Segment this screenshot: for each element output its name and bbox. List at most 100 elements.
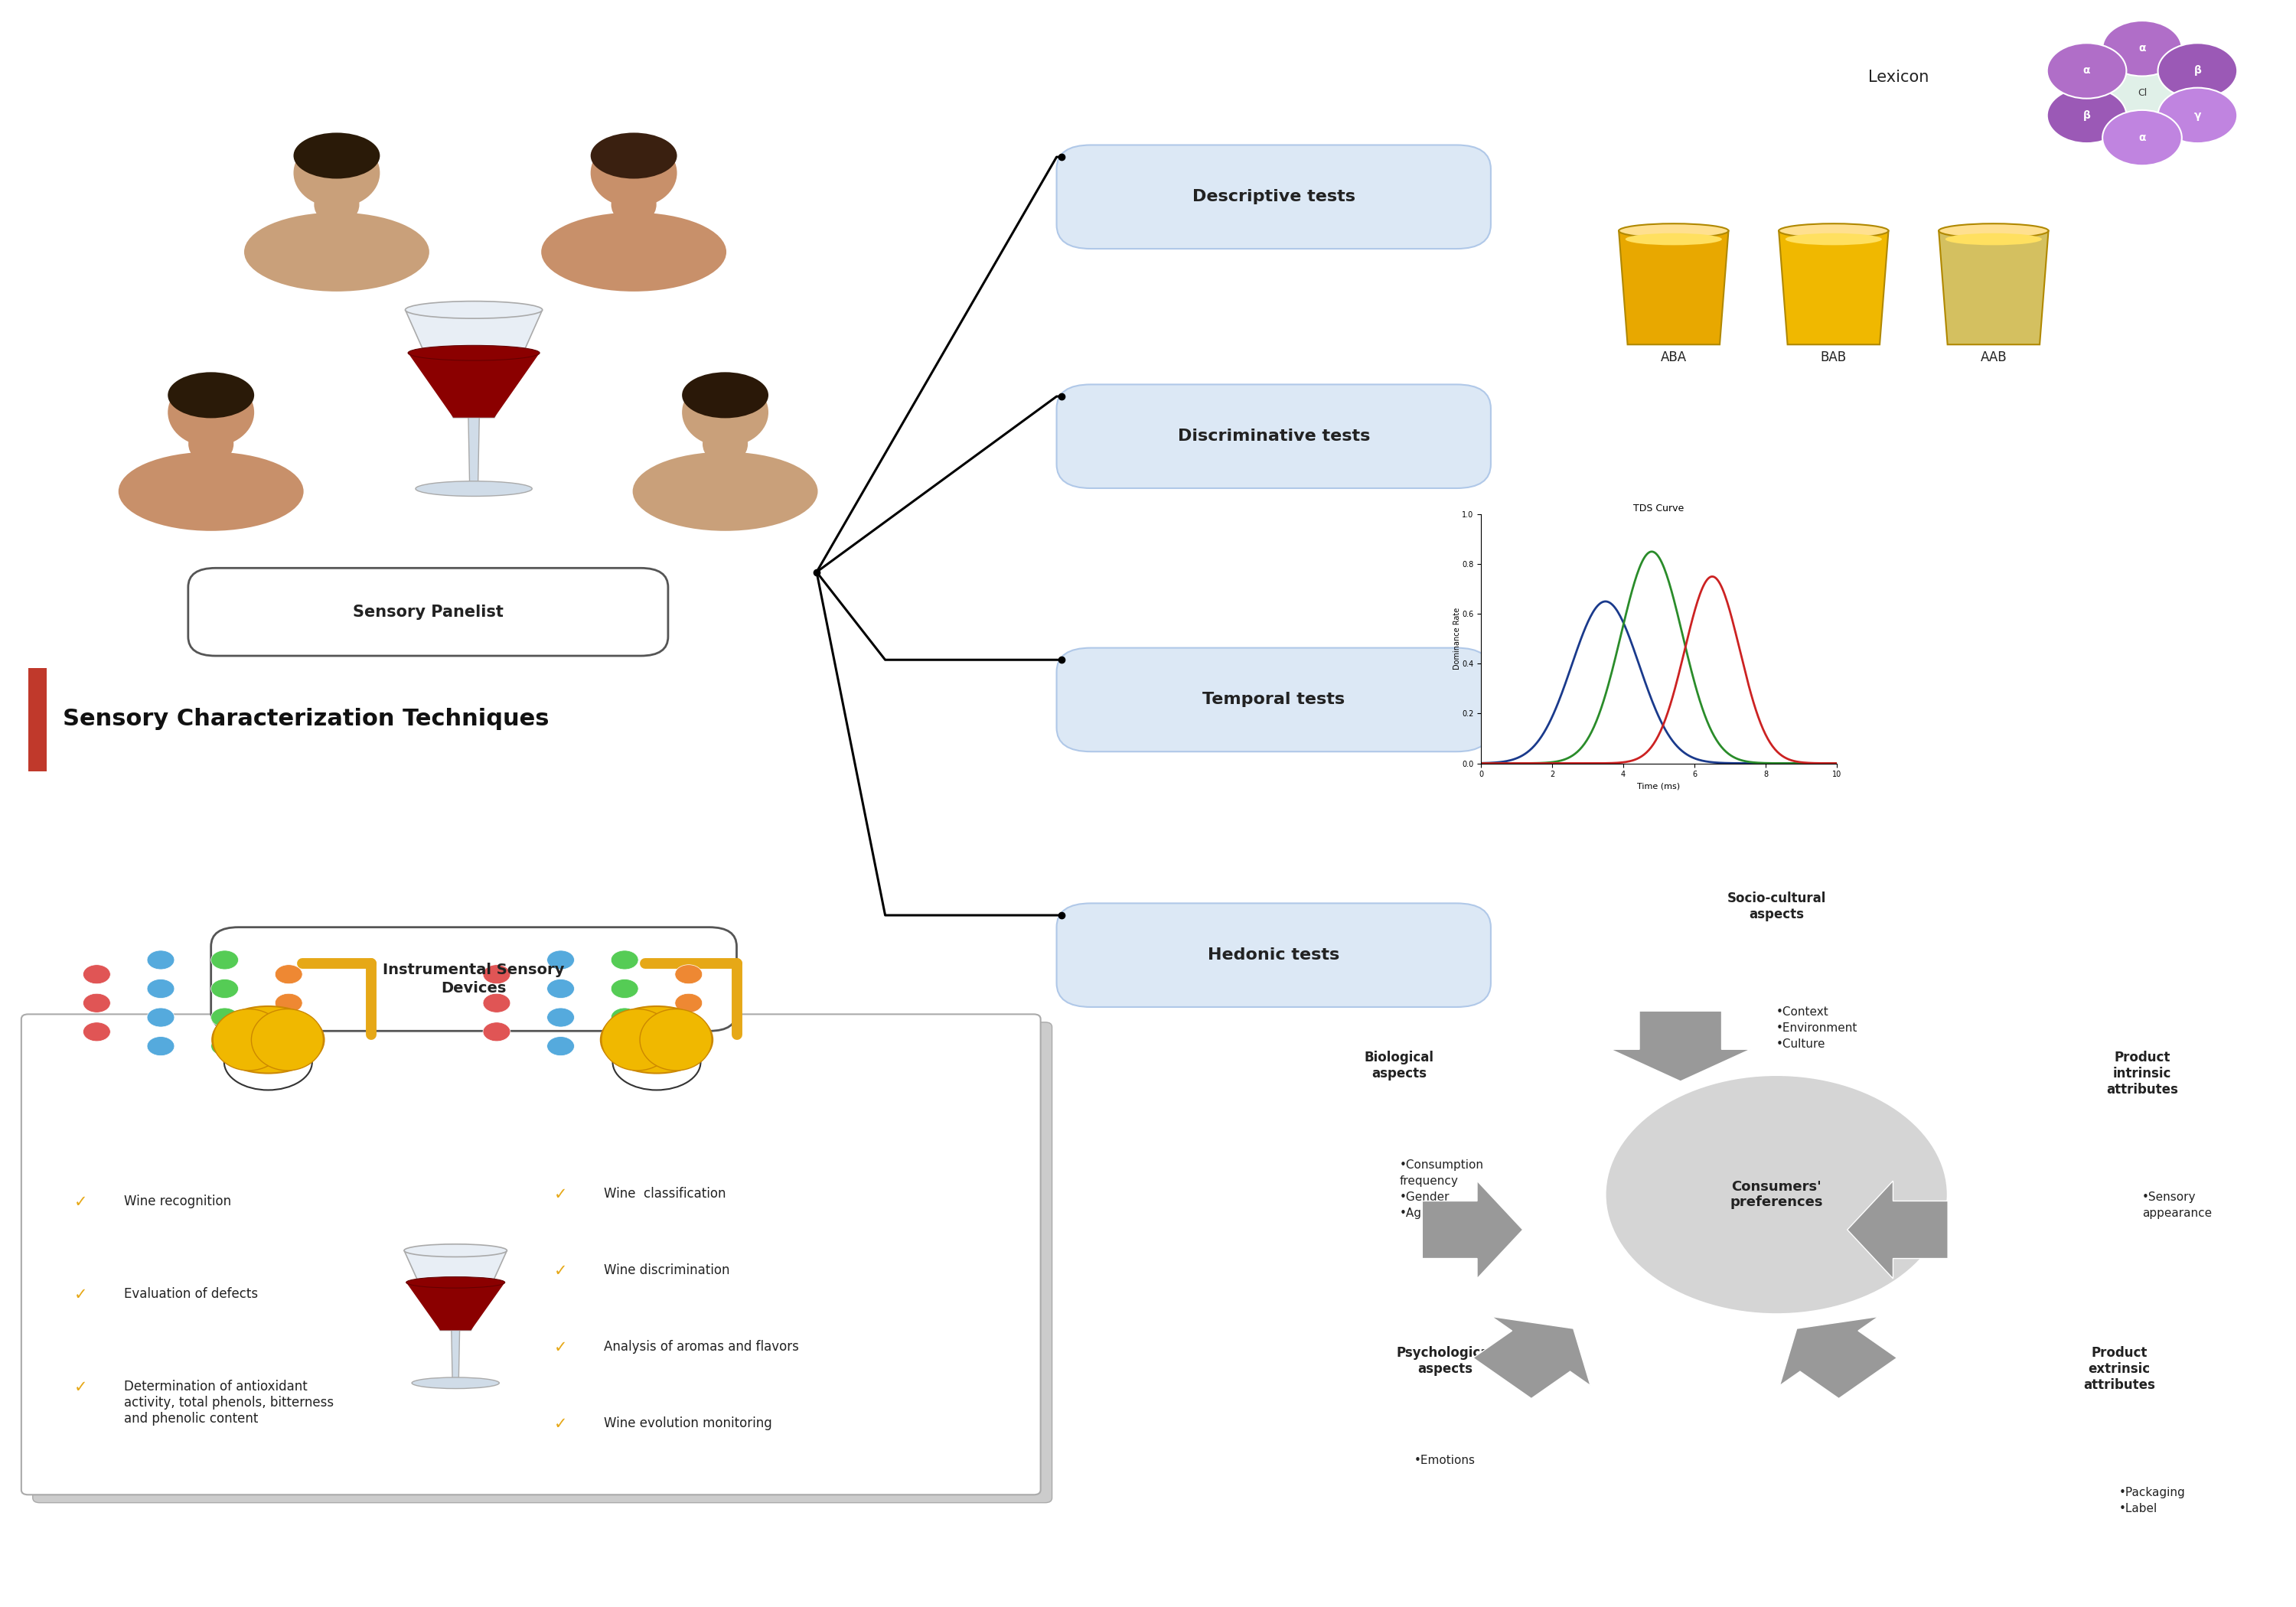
Ellipse shape [214,1009,285,1070]
Circle shape [276,964,303,983]
Polygon shape [1848,1181,1947,1279]
Bar [28,669,46,771]
Text: •Consumption
frequency
•Gender
•Age: •Consumption frequency •Gender •Age [1398,1160,1483,1220]
Circle shape [2158,43,2236,98]
Ellipse shape [590,138,677,207]
Circle shape [276,993,303,1012]
Ellipse shape [168,373,255,418]
Ellipse shape [641,1009,712,1070]
Text: Wine discrimination: Wine discrimination [604,1263,730,1278]
X-axis label: Time (ms): Time (ms) [1637,783,1681,791]
Text: Descriptive tests: Descriptive tests [1192,190,1355,204]
Ellipse shape [602,1009,673,1070]
Text: ✓: ✓ [553,1263,567,1279]
Circle shape [211,950,239,969]
Text: α: α [2138,43,2147,53]
Y-axis label: Dominance Rate: Dominance Rate [1453,607,1460,670]
Ellipse shape [634,452,817,530]
Polygon shape [452,1331,459,1384]
Circle shape [147,950,174,969]
Text: Instrumental Sensory
Devices: Instrumental Sensory Devices [383,963,565,995]
Polygon shape [1938,231,2048,344]
Circle shape [611,979,638,998]
Text: Psychological
aspects: Psychological aspects [1396,1347,1495,1376]
Circle shape [147,1037,174,1056]
Circle shape [546,979,574,998]
FancyBboxPatch shape [1056,384,1490,489]
Ellipse shape [168,378,255,447]
Ellipse shape [315,185,358,225]
Ellipse shape [225,1035,312,1090]
Text: Discriminative tests: Discriminative tests [1178,429,1371,444]
Polygon shape [406,310,542,418]
Ellipse shape [1786,233,1883,246]
Polygon shape [406,1282,505,1331]
Polygon shape [404,1250,507,1331]
Text: ✓: ✓ [73,1380,87,1395]
FancyBboxPatch shape [32,1022,1052,1503]
Circle shape [1605,1075,1947,1315]
Polygon shape [1609,1011,1750,1082]
Ellipse shape [590,133,677,178]
Circle shape [482,993,510,1012]
Polygon shape [1779,231,1890,344]
Text: •Emotions: •Emotions [1414,1454,1476,1466]
Circle shape [211,1008,239,1027]
Ellipse shape [406,301,542,318]
Ellipse shape [1619,223,1729,238]
Text: BAB: BAB [1821,350,1846,365]
Circle shape [147,1008,174,1027]
Text: Temporal tests: Temporal tests [1203,693,1345,707]
Circle shape [2103,111,2181,166]
Circle shape [2103,21,2181,76]
Text: Consumers'
preferences: Consumers' preferences [1729,1180,1823,1210]
Ellipse shape [294,133,379,178]
Polygon shape [1779,1316,1896,1398]
FancyBboxPatch shape [21,1014,1040,1495]
Text: Product
intrinsic
attributes: Product intrinsic attributes [2105,1051,2179,1096]
Text: ✓: ✓ [73,1287,87,1303]
Text: ABA: ABA [1660,350,1688,365]
Text: Hedonic tests: Hedonic tests [1208,948,1339,963]
Text: α: α [2138,132,2147,143]
Text: α: α [2082,66,2089,76]
Circle shape [2108,69,2177,117]
Polygon shape [468,418,480,489]
Circle shape [546,1008,574,1027]
Circle shape [83,964,110,983]
Text: Socio-cultural
aspects: Socio-cultural aspects [1727,892,1825,921]
Ellipse shape [602,1006,712,1073]
Ellipse shape [250,1009,324,1070]
Circle shape [276,1022,303,1041]
Polygon shape [1421,1181,1522,1279]
Text: γ: γ [2195,111,2202,121]
Ellipse shape [188,424,234,464]
FancyBboxPatch shape [1056,903,1490,1008]
Text: β: β [2082,111,2089,121]
Polygon shape [409,354,540,418]
Text: Wine  classification: Wine classification [604,1186,726,1200]
Ellipse shape [613,1035,700,1090]
Circle shape [83,993,110,1012]
Circle shape [675,993,703,1012]
Text: Wine recognition: Wine recognition [124,1194,232,1208]
Ellipse shape [682,373,769,418]
Text: Sensory Panelist: Sensory Panelist [354,604,503,620]
Ellipse shape [1626,233,1722,246]
Text: Sensory Characterization Techniques: Sensory Characterization Techniques [62,707,549,730]
Polygon shape [1619,231,1729,344]
Ellipse shape [1779,223,1887,238]
Circle shape [675,1022,703,1041]
FancyBboxPatch shape [188,567,668,656]
Text: Wine evolution monitoring: Wine evolution monitoring [604,1416,771,1430]
Ellipse shape [409,346,540,360]
Ellipse shape [1945,233,2041,246]
Ellipse shape [211,1006,324,1073]
Circle shape [482,1022,510,1041]
Text: Product
extrinsic
attributes: Product extrinsic attributes [2082,1347,2156,1392]
Text: Evaluation of defects: Evaluation of defects [124,1287,257,1302]
Ellipse shape [294,138,379,207]
Text: •Sensory
appearance: •Sensory appearance [2142,1191,2211,1220]
FancyBboxPatch shape [1056,648,1490,752]
Ellipse shape [611,185,657,225]
